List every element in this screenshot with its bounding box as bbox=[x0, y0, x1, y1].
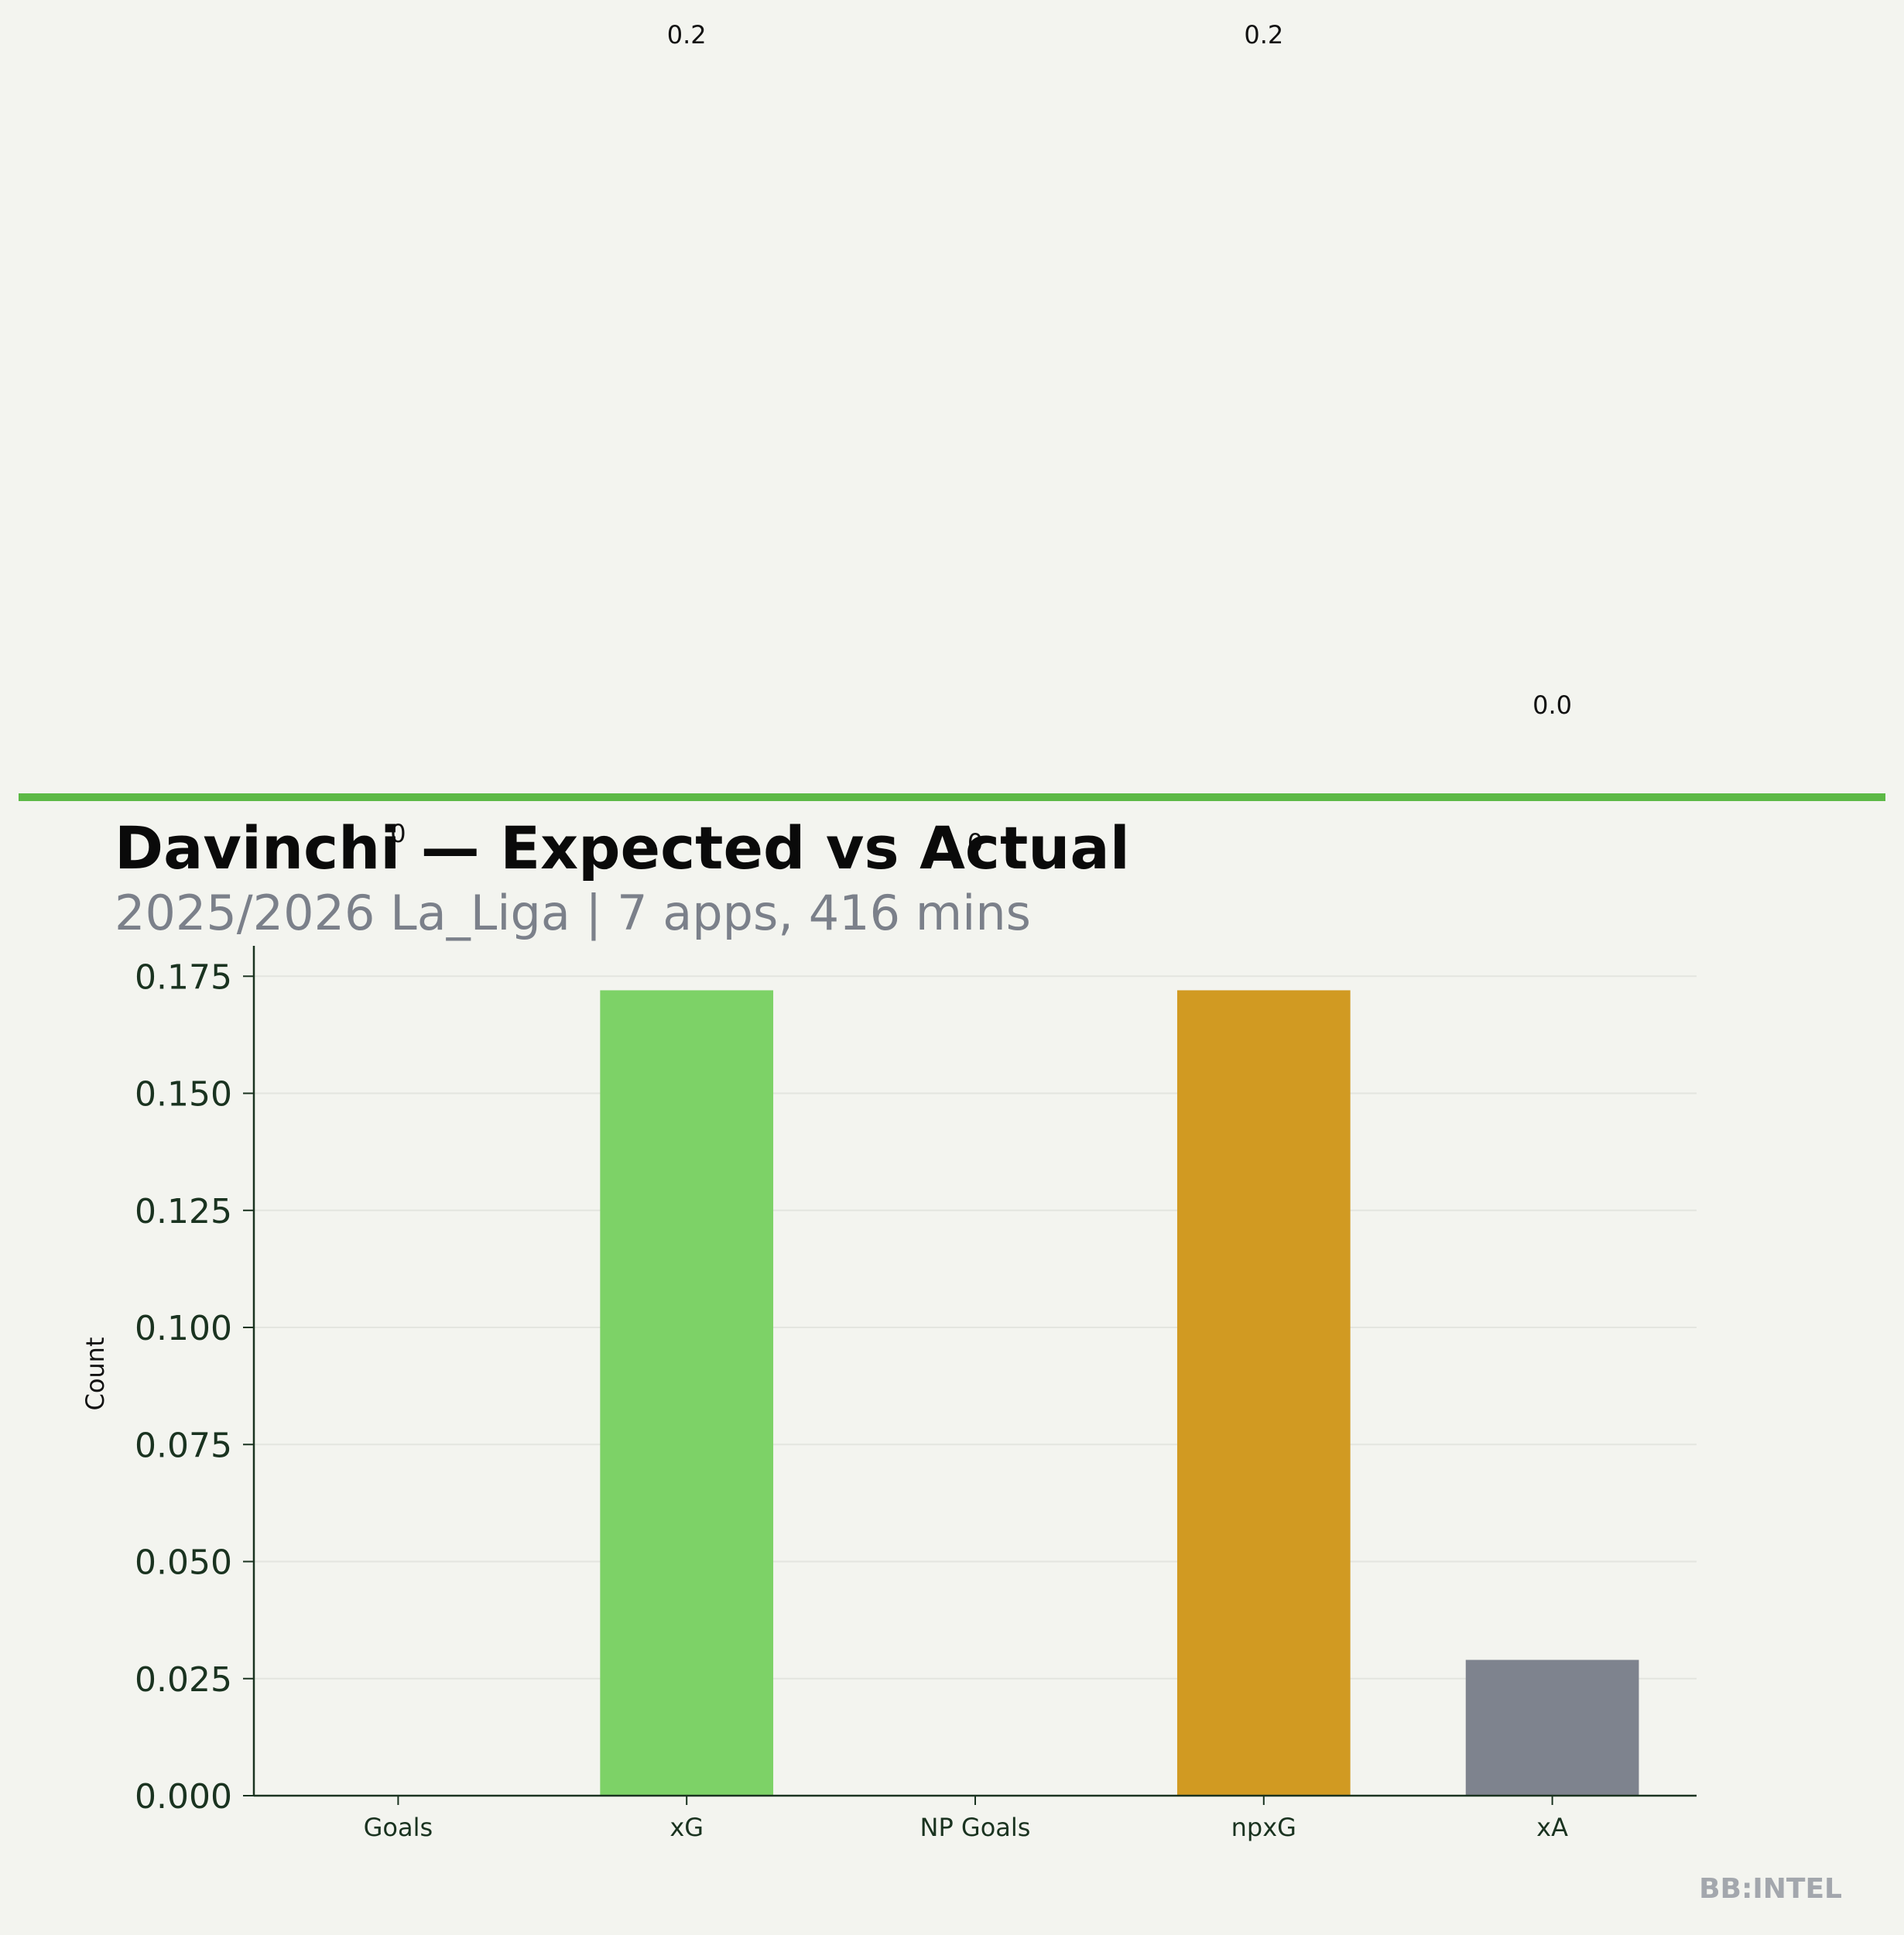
data-label: 0 bbox=[967, 828, 983, 858]
watermark-logo: BB:INTEL bbox=[1699, 1873, 1842, 1905]
data-label: 0 bbox=[390, 819, 406, 848]
y-tick-label: 0.100 bbox=[135, 1309, 232, 1348]
axes: 0.000 0.025 0.050 0.075 0.100 0.125 0.150 0.175… bbox=[135, 946, 1697, 1842]
data-labels: 0 0.2 0 0.2 0.0 bbox=[390, 20, 1572, 858]
y-tick-label: 0.175 bbox=[135, 957, 232, 997]
y-tick-label: 0.000 bbox=[135, 1777, 232, 1817]
data-label: 0.2 bbox=[1244, 20, 1283, 50]
y-tick-label: 0.150 bbox=[135, 1075, 232, 1115]
x-tick-label: NP Goals bbox=[920, 1813, 1031, 1842]
bar-npxg bbox=[1176, 990, 1351, 1796]
y-tick-label: 0.025 bbox=[135, 1660, 232, 1700]
y-tick-label: 0.050 bbox=[135, 1543, 232, 1583]
grid-lines bbox=[254, 975, 1697, 1796]
y-tick-label: 0.075 bbox=[135, 1426, 232, 1465]
title-block: Davinchi — Expected vs Actual 2025/2026 … bbox=[115, 811, 1130, 941]
bar-xg bbox=[600, 990, 774, 1796]
bars bbox=[600, 990, 1639, 1796]
x-tick-label: Goals bbox=[364, 1813, 433, 1842]
data-label: 0.0 bbox=[1532, 690, 1572, 720]
chart-title: Davinchi — Expected vs Actual bbox=[115, 813, 1130, 882]
x-tick-label: npxG bbox=[1231, 1813, 1296, 1842]
data-label: 0.2 bbox=[667, 20, 707, 50]
bar-xa bbox=[1465, 1659, 1639, 1796]
y-axis-label: Count bbox=[80, 1337, 110, 1410]
x-tick-label: xG bbox=[669, 1813, 704, 1842]
y-tick-label: 0.125 bbox=[135, 1192, 232, 1231]
x-tick-label: xA bbox=[1536, 1813, 1568, 1842]
chart-subtitle: 2025/2026 La_Liga | 7 apps, 416 mins bbox=[115, 885, 1031, 941]
